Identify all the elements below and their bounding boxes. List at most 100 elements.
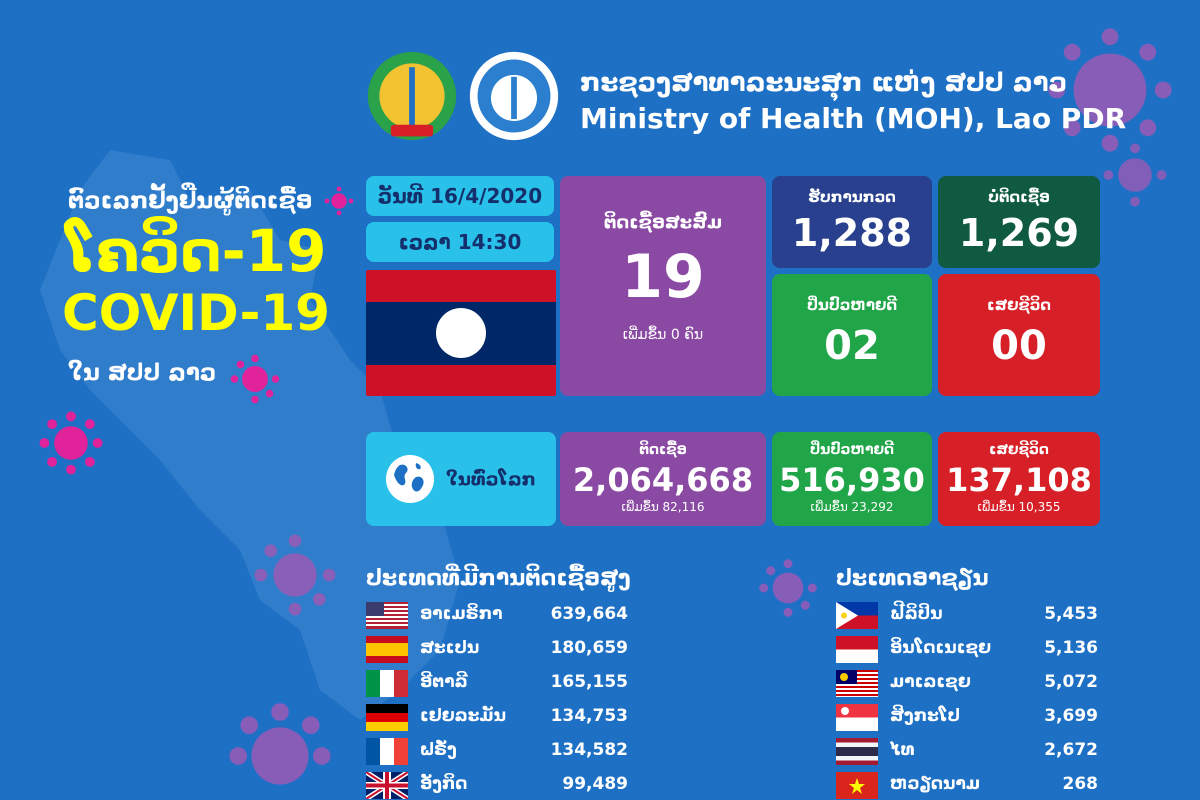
date-label: ວັນທີ 16/4/2020 — [366, 176, 554, 216]
globe-icon — [386, 455, 435, 503]
list-item: ອັງກິດ 99,489 — [366, 770, 628, 800]
deaths-card: ເສຍຊີວິດ 00 — [938, 274, 1100, 396]
country-name: ໄທ — [890, 740, 915, 760]
country-name: ຫວຽດນາມ — [890, 774, 981, 794]
list-item: ອາເມຣິກາ 639,664 — [366, 600, 628, 630]
negative-value: 1,269 — [958, 211, 1080, 255]
country-value: 180,659 — [550, 638, 628, 658]
cumulative-value: 19 — [621, 242, 705, 312]
list-item: ອິນໂດເນເຊຍ 5,136 — [836, 634, 1098, 664]
country-label: ໃນ ສປປ ລາວ — [68, 360, 217, 386]
singapore-flag — [836, 704, 878, 731]
ministry-emblem-logo — [367, 51, 457, 141]
cumulative-label: ຕິດເຊື້ອສະສົມ — [603, 212, 723, 233]
country-value: 5,453 — [1044, 604, 1098, 624]
country-name: ຟີລິປິນ — [890, 604, 943, 624]
asean-list: ຟີລິປິນ 5,453 ອິນໂດເນເຊຍ 5,136 ມາເລເຊຍ 5… — [836, 600, 1098, 800]
list-item: ມາເລເຊຍ 5,072 — [836, 668, 1098, 698]
country-name: ມາເລເຊຍ — [890, 672, 971, 692]
world-recovered-value: 516,930 — [779, 461, 925, 499]
recovered-card: ປິ່ນປົວຫາຍດີ 02 — [772, 274, 932, 396]
indonesia-flag — [836, 636, 878, 663]
list-item: ສະເປນ 180,659 — [366, 634, 628, 664]
virus-icon — [324, 186, 354, 216]
country-name: ອີຕາລີ — [420, 672, 468, 692]
country-value: 134,753 — [550, 706, 628, 726]
virus-icon — [229, 703, 331, 785]
tested-card: ຮັບການກວດ 1,288 — [772, 176, 932, 268]
list-item: ຫວຽດນາມ 268 — [836, 770, 1098, 800]
virus-icon — [759, 559, 817, 617]
us-flag — [366, 602, 408, 629]
virus-icon — [39, 411, 103, 475]
virus-icon — [1103, 143, 1167, 207]
list-item: ໄທ 2,672 — [836, 736, 1098, 766]
country-name: ຝຣັ່ງ — [420, 740, 457, 760]
ministry-title-en: Ministry of Health (MOH), Lao PDR — [580, 102, 1127, 135]
cumulative-cases-card: ຕິດເຊື້ອສະສົມ 19 ເພີ່ມຂຶ້ນ 0 ຄົນ — [560, 176, 766, 396]
world-deaths-value: 137,108 — [946, 461, 1092, 499]
philippines-flag — [836, 602, 878, 629]
country-value: 5,072 — [1044, 672, 1098, 692]
country-value: 99,489 — [562, 774, 628, 794]
malaysia-flag — [836, 670, 878, 697]
asean-title: ປະເທດອາຊຽນ — [836, 566, 989, 591]
laos-map-silhouette — [40, 150, 460, 720]
world-infected-value: 2,064,668 — [572, 461, 754, 499]
deaths-value: 00 — [991, 323, 1047, 369]
country-name: ເຢຍລະມັນ — [420, 706, 507, 726]
country-value: 134,582 — [550, 740, 628, 760]
vietnam-flag — [836, 772, 878, 799]
health-center-logo — [469, 51, 559, 141]
country-name: ອິນໂດເນເຊຍ — [890, 638, 992, 658]
world-infected-card: ຕິດເຊື້ອ 2,064,668 ເພີ່ມຂຶ້ນ 82,116 — [560, 432, 766, 526]
country-value: 165,155 — [550, 672, 628, 692]
world-deaths-label: ເສຍຊີວິດ — [989, 442, 1049, 458]
laos-flag — [366, 270, 556, 396]
deaths-label: ເສຍຊີວິດ — [987, 296, 1051, 314]
country-name: ອາເມຣິກາ — [420, 604, 503, 624]
worldwide-card: ໃນທົ່ວໂລກ — [366, 432, 556, 526]
recovered-label: ປິ່ນປົວຫາຍດີ — [806, 296, 898, 314]
country-name: ສະເປນ — [420, 638, 480, 658]
virus-icon — [254, 534, 336, 616]
list-item: ອີຕາລີ 165,155 — [366, 668, 628, 698]
world-recovered-increase: ເພີ່ມຂຶ້ນ 23,292 — [810, 500, 894, 514]
country-value: 5,136 — [1044, 638, 1098, 658]
time-label: ເວລາ 14:30 — [366, 222, 554, 262]
world-deaths-increase: ເພີ່ມຂຶ້ນ 10,355 — [977, 500, 1061, 514]
ministry-title-lao: ກະຊວງສາທາລະນະສຸກ ແຫ່ງ ສປປ ລາວ — [580, 68, 1068, 98]
negative-card: ບໍ່ຕິດເຊື້ອ 1,269 — [938, 176, 1100, 268]
country-name: ອັງກິດ — [420, 774, 468, 794]
covid-title-en: COVID-19 — [62, 284, 330, 342]
list-item: ສິງກະໂປ 3,699 — [836, 702, 1098, 732]
country-name: ສິງກະໂປ — [890, 706, 960, 726]
uk-flag — [366, 772, 408, 799]
country-value: 268 — [1062, 774, 1099, 794]
country-value: 2,672 — [1044, 740, 1098, 760]
world-infected-increase: ເພີ່ມຂຶ້ນ 82,116 — [621, 500, 705, 514]
country-value: 3,699 — [1044, 706, 1098, 726]
world-infected-label: ຕິດເຊື້ອ — [639, 442, 687, 458]
list-item: ເຢຍລະມັນ 134,753 — [366, 702, 628, 732]
world-recovered-label: ປິ່ນປົວຫາຍດີ — [809, 442, 895, 458]
negative-label: ບໍ່ຕິດເຊື້ອ — [988, 188, 1050, 206]
tested-label: ຮັບການກວດ — [808, 188, 896, 206]
virus-icon — [1048, 28, 1172, 152]
worldwide-label: ໃນທົ່ວໂລກ — [446, 468, 536, 490]
virus-icon — [230, 354, 280, 404]
germany-flag — [366, 704, 408, 731]
thailand-flag — [836, 738, 878, 765]
top-countries-list: ອາເມຣິກາ 639,664 ສະເປນ 180,659 ອີຕາລີ 16… — [366, 600, 628, 800]
country-value: 639,664 — [550, 604, 628, 624]
italy-flag — [366, 670, 408, 697]
world-deaths-card: ເສຍຊີວິດ 137,108 ເພີ່ມຂຶ້ນ 10,355 — [938, 432, 1100, 526]
tested-value: 1,288 — [791, 211, 913, 255]
list-item: ຟີລິປິນ 5,453 — [836, 600, 1098, 630]
recovered-value: 02 — [824, 323, 880, 369]
france-flag — [366, 738, 408, 765]
list-item: ຝຣັ່ງ 134,582 — [366, 736, 628, 766]
confirmed-cases-subtitle: ຕົວເລກຢັ້ງຢືນຜູ້ຕິດເຊື້ອ — [68, 188, 313, 214]
world-recovered-card: ປິ່ນປົວຫາຍດີ 516,930 ເພີ່ມຂຶ້ນ 23,292 — [772, 432, 932, 526]
spain-flag — [366, 636, 408, 663]
